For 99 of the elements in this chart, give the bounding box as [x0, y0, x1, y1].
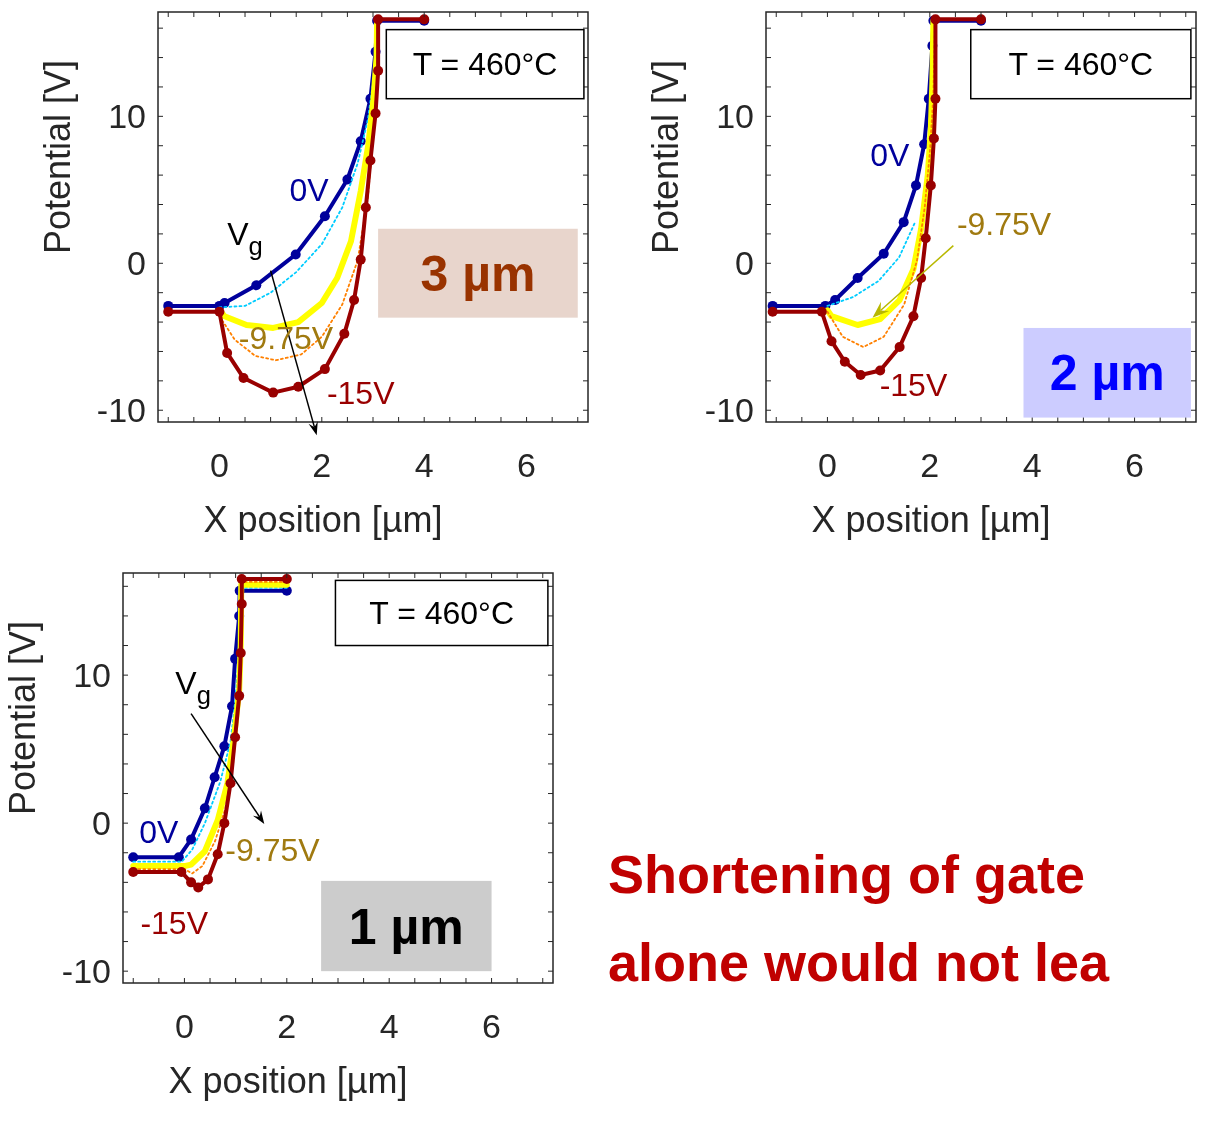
- series-label: -15V: [879, 367, 948, 404]
- series-label: 0V: [289, 172, 330, 209]
- x-tick-label: 4: [379, 1007, 399, 1045]
- point: [235, 647, 246, 658]
- point: [225, 778, 236, 789]
- point: [878, 248, 889, 259]
- point: [839, 356, 850, 367]
- point: [339, 328, 350, 339]
- annotation: T = 460°C: [369, 595, 515, 632]
- point: [238, 372, 249, 383]
- point: [234, 690, 245, 701]
- y-axis-title: Potential [V]: [37, 59, 78, 255]
- annotation: V$_{g}$: [227, 216, 263, 261]
- y-tick-label: 10: [73, 656, 111, 695]
- point: [920, 233, 931, 244]
- x-tick-label: 2: [312, 446, 332, 484]
- point: [222, 347, 233, 358]
- point: [373, 65, 384, 76]
- annotation: T = 460°C: [412, 46, 558, 83]
- y-axis-title: Potential [V]: [2, 620, 43, 816]
- y-tick-label: 0: [92, 804, 111, 843]
- annotation: 1 µm: [348, 898, 464, 955]
- point: [186, 877, 197, 888]
- point: [930, 93, 941, 104]
- annotation: T = 460°C: [1008, 46, 1154, 83]
- point: [219, 741, 230, 752]
- x-tick-label: 0: [817, 446, 837, 484]
- y-tick-label: -10: [96, 391, 146, 430]
- point: [767, 306, 778, 317]
- point: [268, 387, 279, 398]
- point: [251, 280, 262, 291]
- point: [826, 336, 837, 347]
- y-tick-label: -10: [61, 952, 111, 991]
- point: [925, 180, 936, 191]
- x-tick-label: 4: [1022, 446, 1042, 484]
- point: [281, 573, 292, 584]
- y-tick-label: 0: [735, 244, 754, 283]
- point: [176, 866, 187, 877]
- point: [209, 772, 220, 783]
- y-tick-label: 0: [127, 244, 146, 283]
- y-axis-title: Potential [V]: [645, 59, 686, 255]
- x-tick-label: 4: [414, 446, 434, 484]
- y-tick-label: 10: [108, 97, 146, 136]
- point: [199, 803, 210, 814]
- series-label: -9.75V: [225, 831, 321, 868]
- point: [219, 818, 230, 829]
- point: [128, 866, 139, 877]
- y-tick-label: 10: [716, 97, 754, 136]
- point: [173, 852, 184, 863]
- point: [816, 306, 827, 317]
- point: [349, 295, 360, 306]
- point: [319, 364, 330, 375]
- point: [202, 874, 213, 885]
- text: alone would not lea: [608, 932, 1110, 992]
- point: [370, 108, 381, 119]
- point: [355, 254, 366, 265]
- point: [212, 849, 223, 860]
- point: [236, 573, 247, 584]
- point: [230, 732, 241, 743]
- x-tick-label: 0: [174, 1007, 194, 1045]
- point: [214, 306, 225, 317]
- annotation: V$_{g}$: [175, 664, 211, 710]
- x-axis-title: X position [µm]: [168, 1060, 408, 1101]
- point: [928, 133, 939, 144]
- x-tick-label: 0: [209, 446, 229, 484]
- x-axis-title: X position [µm]: [811, 499, 1051, 540]
- point: [855, 369, 866, 380]
- point: [894, 342, 905, 353]
- point: [910, 180, 921, 191]
- annotation: 2 µm: [1049, 345, 1165, 402]
- point: [898, 217, 909, 228]
- point: [236, 599, 247, 610]
- point: [360, 202, 371, 213]
- x-tick-label: 6: [1125, 446, 1145, 484]
- point: [319, 211, 330, 222]
- series-label: 0V: [139, 814, 180, 851]
- series-label: -9.75V: [956, 205, 1052, 242]
- point: [852, 272, 863, 283]
- point: [128, 852, 139, 863]
- series-label: -15V: [326, 374, 396, 411]
- point: [219, 297, 230, 308]
- y-tick-label: -10: [704, 391, 754, 430]
- x-axis-title: X position [µm]: [203, 499, 443, 540]
- annotation: 3 µm: [420, 245, 536, 302]
- series-label: 0V: [870, 136, 911, 173]
- point: [365, 155, 376, 166]
- x-tick-label: 6: [517, 446, 537, 484]
- point: [293, 381, 304, 392]
- point: [193, 882, 204, 893]
- point: [908, 311, 919, 322]
- text: Shortening of gate: [608, 844, 1085, 904]
- point: [186, 834, 197, 845]
- x-tick-label: 2: [277, 1007, 297, 1045]
- point: [290, 249, 301, 260]
- x-tick-label: 2: [920, 446, 940, 484]
- x-tick-label: 6: [482, 1007, 502, 1045]
- point: [163, 306, 174, 317]
- series-label: -15V: [140, 904, 209, 941]
- point: [875, 365, 886, 376]
